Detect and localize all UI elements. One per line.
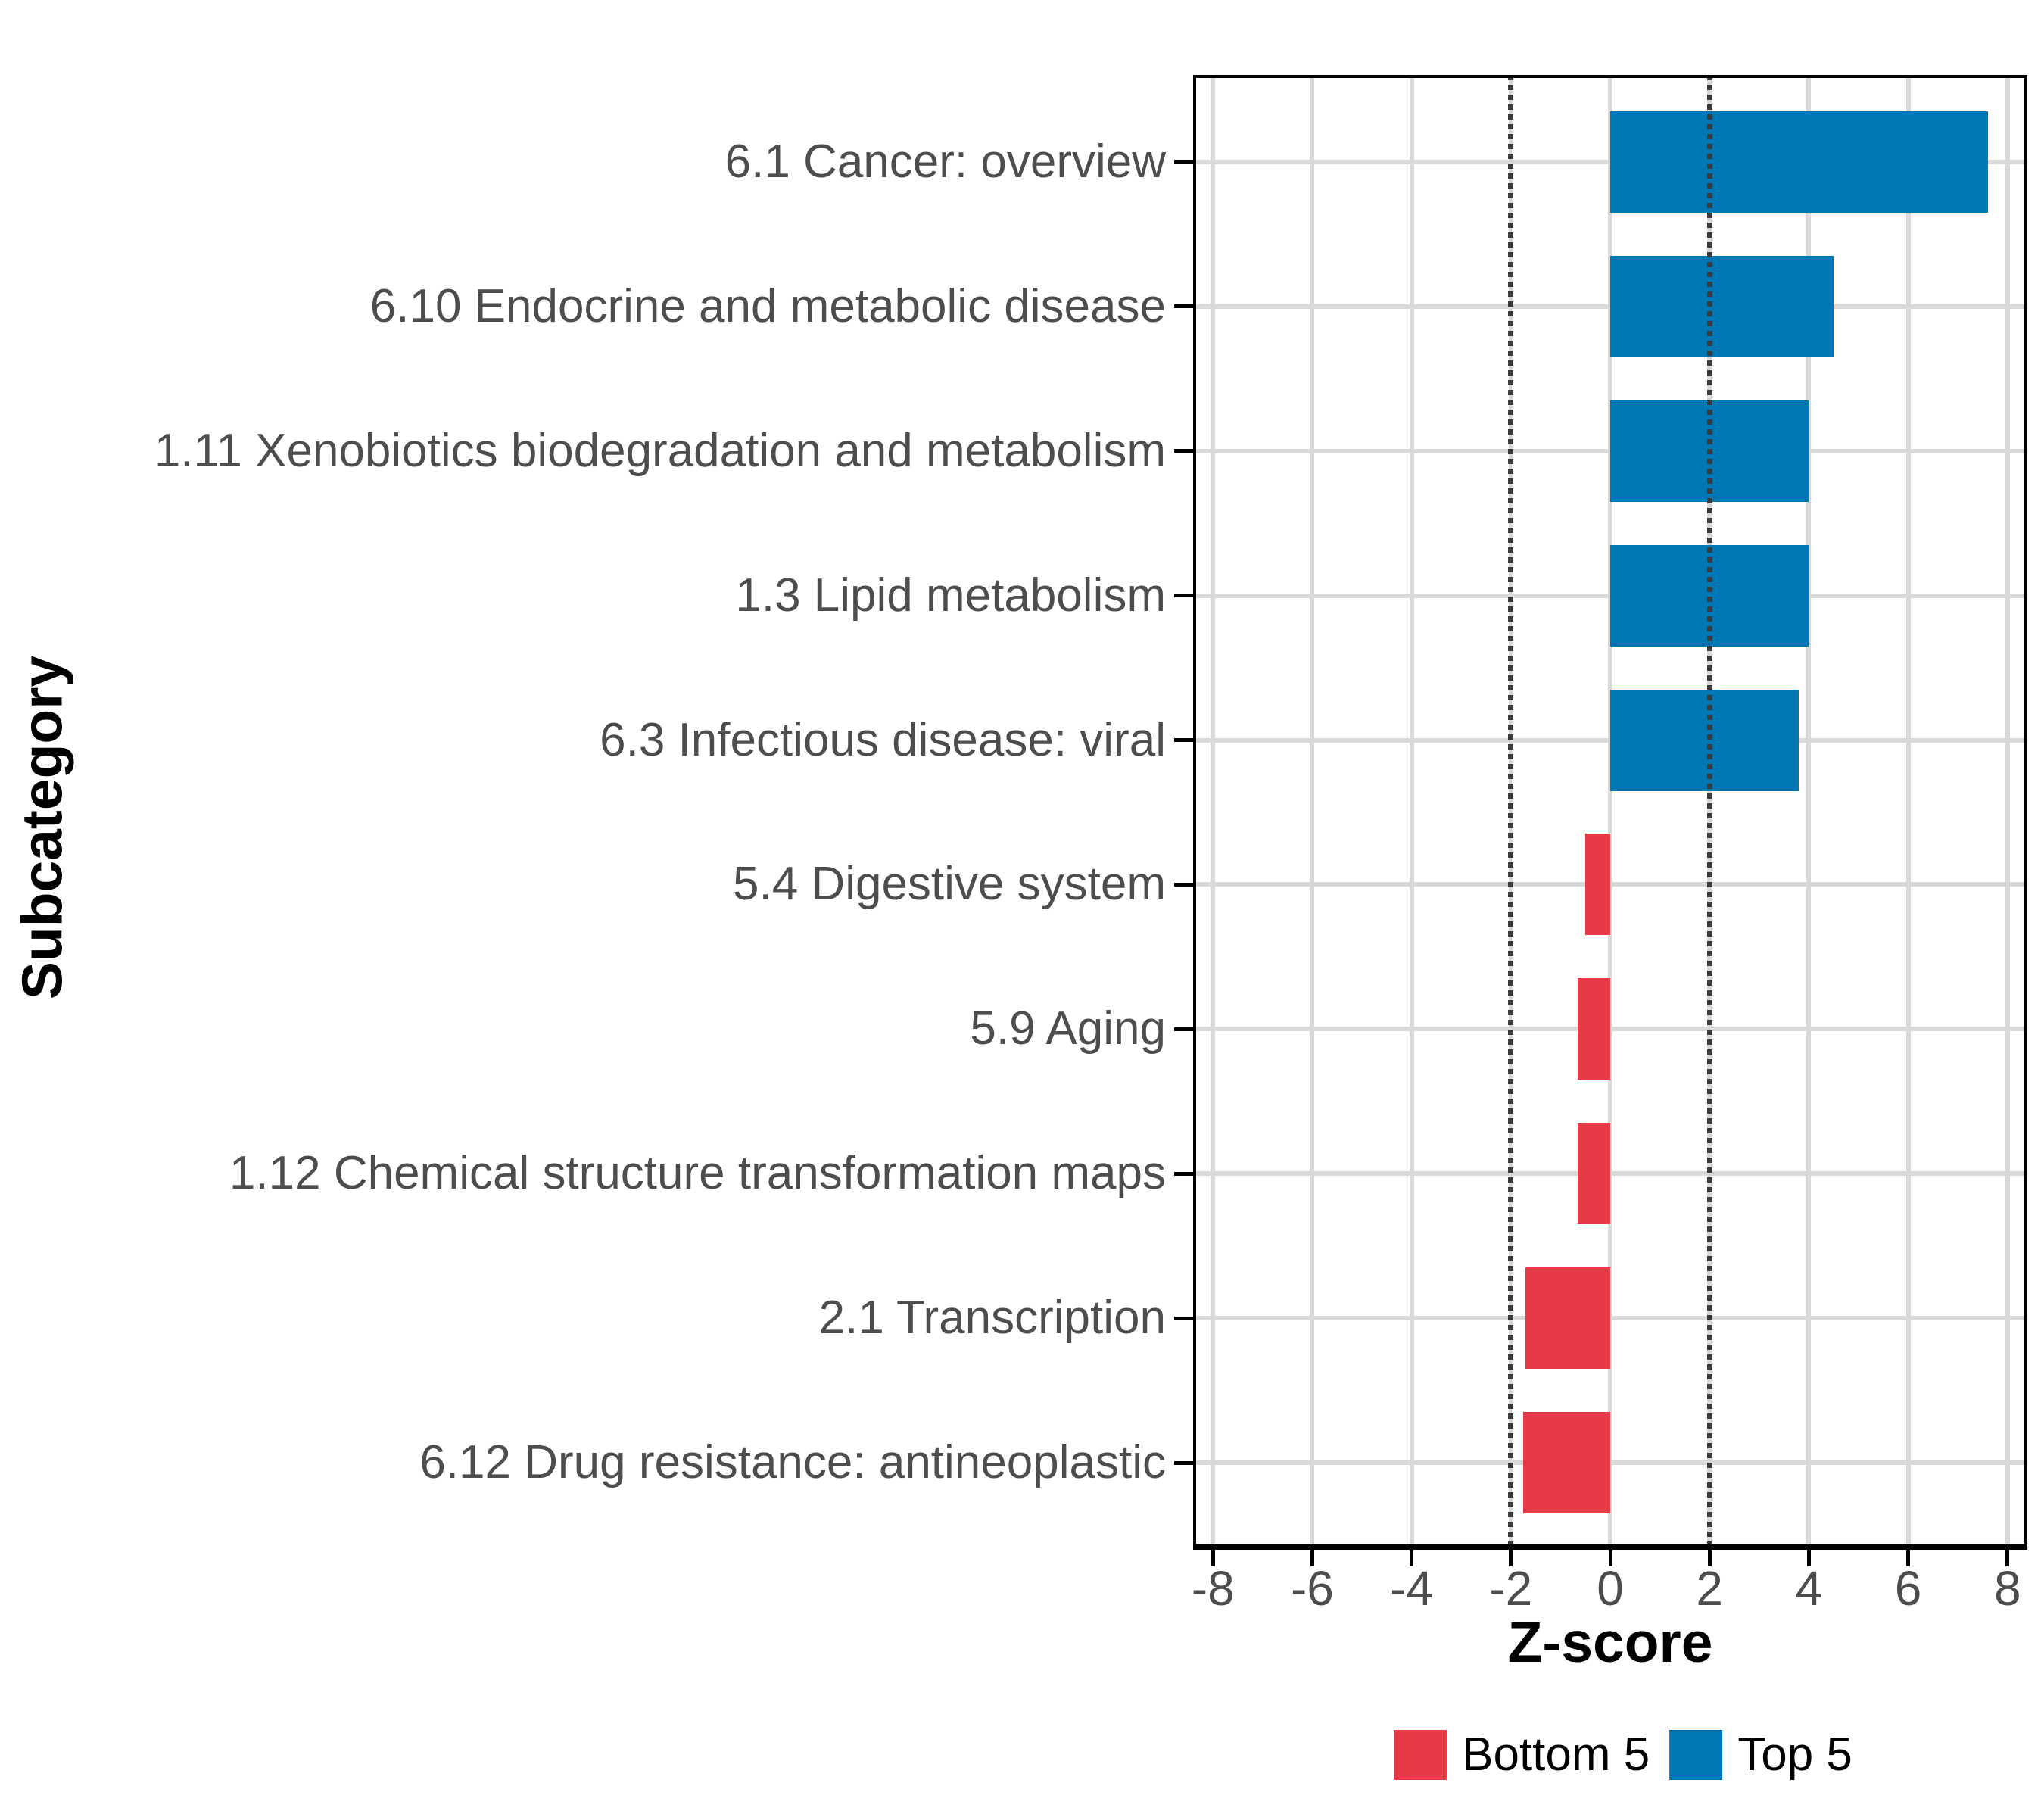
- x-axis-tick: [1211, 1550, 1215, 1566]
- v-gridline: [1905, 75, 1911, 1550]
- category-label: 6.10 Endocrine and metabolic disease: [369, 279, 1166, 332]
- bar: [1523, 1412, 1610, 1514]
- x-tick-label: 6: [1894, 1561, 1922, 1616]
- y-axis-tick: [1174, 1027, 1193, 1031]
- h-gridline: [1193, 1316, 2027, 1321]
- legend-label-bottom5: Bottom 5: [1462, 1728, 1650, 1781]
- y-axis-tick: [1174, 1171, 1193, 1176]
- reference-line: [1706, 75, 1712, 1550]
- x-tick-label: -8: [1191, 1561, 1235, 1616]
- x-axis-tick: [1310, 1550, 1314, 1566]
- bar: [1578, 978, 1610, 1080]
- v-gridline: [1310, 75, 1315, 1550]
- x-axis-tick: [1509, 1550, 1513, 1566]
- x-tick-label: -6: [1290, 1561, 1334, 1616]
- h-gridline: [1193, 882, 2027, 887]
- x-axis-title: Z-score: [1507, 1610, 1713, 1674]
- y-axis-tick: [1174, 1316, 1193, 1320]
- y-axis-tick: [1174, 1460, 1193, 1465]
- category-label: 1.12 Chemical structure transformation m…: [229, 1147, 1166, 1200]
- x-tick-label: -2: [1489, 1561, 1533, 1616]
- y-axis-title: Subcategory: [10, 655, 74, 1000]
- h-gridline: [1193, 1027, 2027, 1032]
- y-axis-tick: [1174, 304, 1193, 309]
- x-axis-tick: [1906, 1550, 1911, 1566]
- y-axis-tick: [1174, 882, 1193, 887]
- v-gridline: [1806, 75, 1812, 1550]
- x-axis-tick: [1608, 1550, 1612, 1566]
- x-tick-label: 8: [1993, 1561, 2021, 1616]
- bar: [1610, 255, 1834, 357]
- legend-swatch-top5: [1669, 1730, 1723, 1780]
- category-label: 2.1 Transcription: [818, 1292, 1166, 1345]
- legend-item-bottom5: Bottom 5: [1394, 1730, 1650, 1780]
- y-axis-tick: [1174, 449, 1193, 453]
- legend-label-top5: Top 5: [1737, 1728, 1852, 1781]
- legend-item-top5: Top 5: [1669, 1730, 1852, 1780]
- x-tick-label: 2: [1696, 1561, 1723, 1616]
- legend-swatch-bottom5: [1394, 1730, 1447, 1780]
- v-gridline: [1211, 75, 1216, 1550]
- category-label: 6.1 Cancer: overview: [724, 135, 1166, 188]
- bar: [1525, 1267, 1610, 1370]
- category-label: 1.11 Xenobiotics biodegradation and meta…: [154, 424, 1166, 477]
- bar: [1585, 834, 1610, 936]
- x-tick-label: 0: [1597, 1561, 1624, 1616]
- v-gridline: [1608, 75, 1612, 1550]
- category-label: 1.3 Lipid metabolism: [735, 569, 1166, 622]
- reference-line: [1508, 75, 1514, 1550]
- x-tick-label: 4: [1795, 1561, 1823, 1616]
- category-label: 5.4 Digestive system: [733, 858, 1166, 911]
- h-gridline: [1193, 1460, 2027, 1466]
- y-axis-tick: [1174, 738, 1193, 742]
- v-gridline: [1409, 75, 1414, 1550]
- category-label: 6.3 Infectious disease: viral: [600, 713, 1166, 766]
- category-label: 5.9 Aging: [970, 1002, 1166, 1055]
- x-axis-tick: [2005, 1550, 2010, 1566]
- bar: [1610, 689, 1799, 791]
- bar: [1610, 111, 1988, 213]
- bar: [1578, 1123, 1610, 1225]
- h-gridline: [1193, 1171, 2027, 1177]
- category-label: 6.12 Drug resistance: antineoplastic: [419, 1436, 1166, 1489]
- x-axis-tick: [1410, 1550, 1414, 1566]
- v-gridline: [2005, 75, 2010, 1550]
- legend: Bottom 5 Top 5: [1394, 1730, 1852, 1780]
- y-axis-tick: [1174, 160, 1193, 164]
- x-axis-tick: [1806, 1550, 1811, 1566]
- x-axis-tick: [1707, 1550, 1712, 1566]
- plot-panel: [1193, 75, 2027, 1550]
- y-axis-tick: [1174, 594, 1193, 598]
- x-tick-label: -4: [1390, 1561, 1434, 1616]
